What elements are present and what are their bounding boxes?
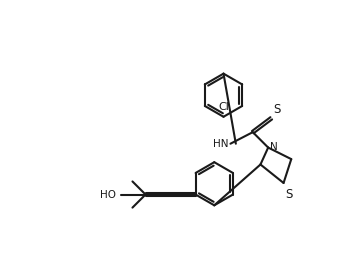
Text: HN: HN <box>213 139 229 149</box>
Text: HO: HO <box>100 190 116 200</box>
Text: Cl: Cl <box>218 102 229 112</box>
Text: S: S <box>285 188 293 200</box>
Text: S: S <box>273 103 280 116</box>
Text: N: N <box>270 142 278 152</box>
